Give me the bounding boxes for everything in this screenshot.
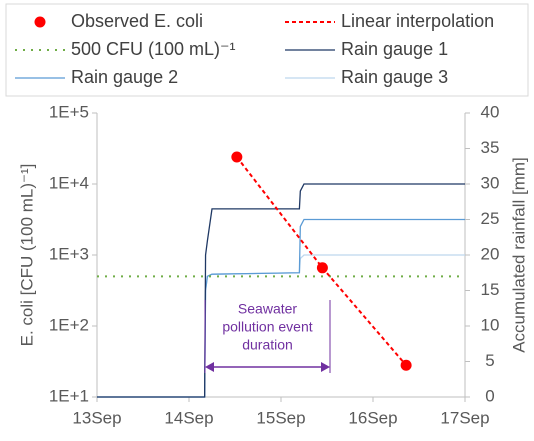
annotation-text: pollution event <box>222 319 312 335</box>
x-tick-label: 16Sep <box>348 408 397 427</box>
x-tick-label: 17Sep <box>440 408 489 427</box>
legend-label: Linear interpolation <box>341 11 494 31</box>
legend-label: Rain gauge 2 <box>71 67 178 87</box>
y-tick-label: 1E+2 <box>49 315 89 334</box>
y-tick-label: 1E+4 <box>49 173 89 192</box>
data-point <box>231 151 243 163</box>
y2-tick-label: 0 <box>485 386 494 405</box>
legend-label: 500 CFU (100 mL)⁻¹ <box>71 39 236 59</box>
y2-tick-label: 10 <box>481 315 500 334</box>
y2-tick-label: 15 <box>481 280 500 299</box>
y-axis-label: E. coli [CFU (100 mL)⁻¹] <box>17 164 36 347</box>
y2-tick-label: 5 <box>485 351 494 370</box>
data-point <box>400 359 412 371</box>
series-line <box>236 156 407 366</box>
y-tick-label: 1E+5 <box>49 102 89 121</box>
y2-tick-label: 25 <box>481 209 500 228</box>
y2-tick-label: 35 <box>481 138 500 157</box>
legend-label: Rain gauge 3 <box>341 67 448 87</box>
annotation-text: duration <box>242 337 293 353</box>
x-tick-label: 14Sep <box>164 408 213 427</box>
annotation-text: Seawater <box>238 301 297 317</box>
y2-tick-label: 20 <box>481 244 500 263</box>
y-tick-label: 1E+3 <box>49 244 89 263</box>
y2-axis-label: Accumulated rainfall [mm] <box>509 157 528 353</box>
x-tick-label: 13Sep <box>72 408 121 427</box>
y2-tick-label: 30 <box>481 173 500 192</box>
y-tick-label: 1E+1 <box>49 386 89 405</box>
legend-label: Rain gauge 1 <box>341 39 448 59</box>
data-point <box>316 262 328 274</box>
legend-box <box>5 3 529 97</box>
x-tick-label: 15Sep <box>256 408 305 427</box>
y2-tick-label: 40 <box>481 102 500 121</box>
legend-label: Observed E. coli <box>71 11 203 31</box>
legend-marker <box>34 16 46 28</box>
